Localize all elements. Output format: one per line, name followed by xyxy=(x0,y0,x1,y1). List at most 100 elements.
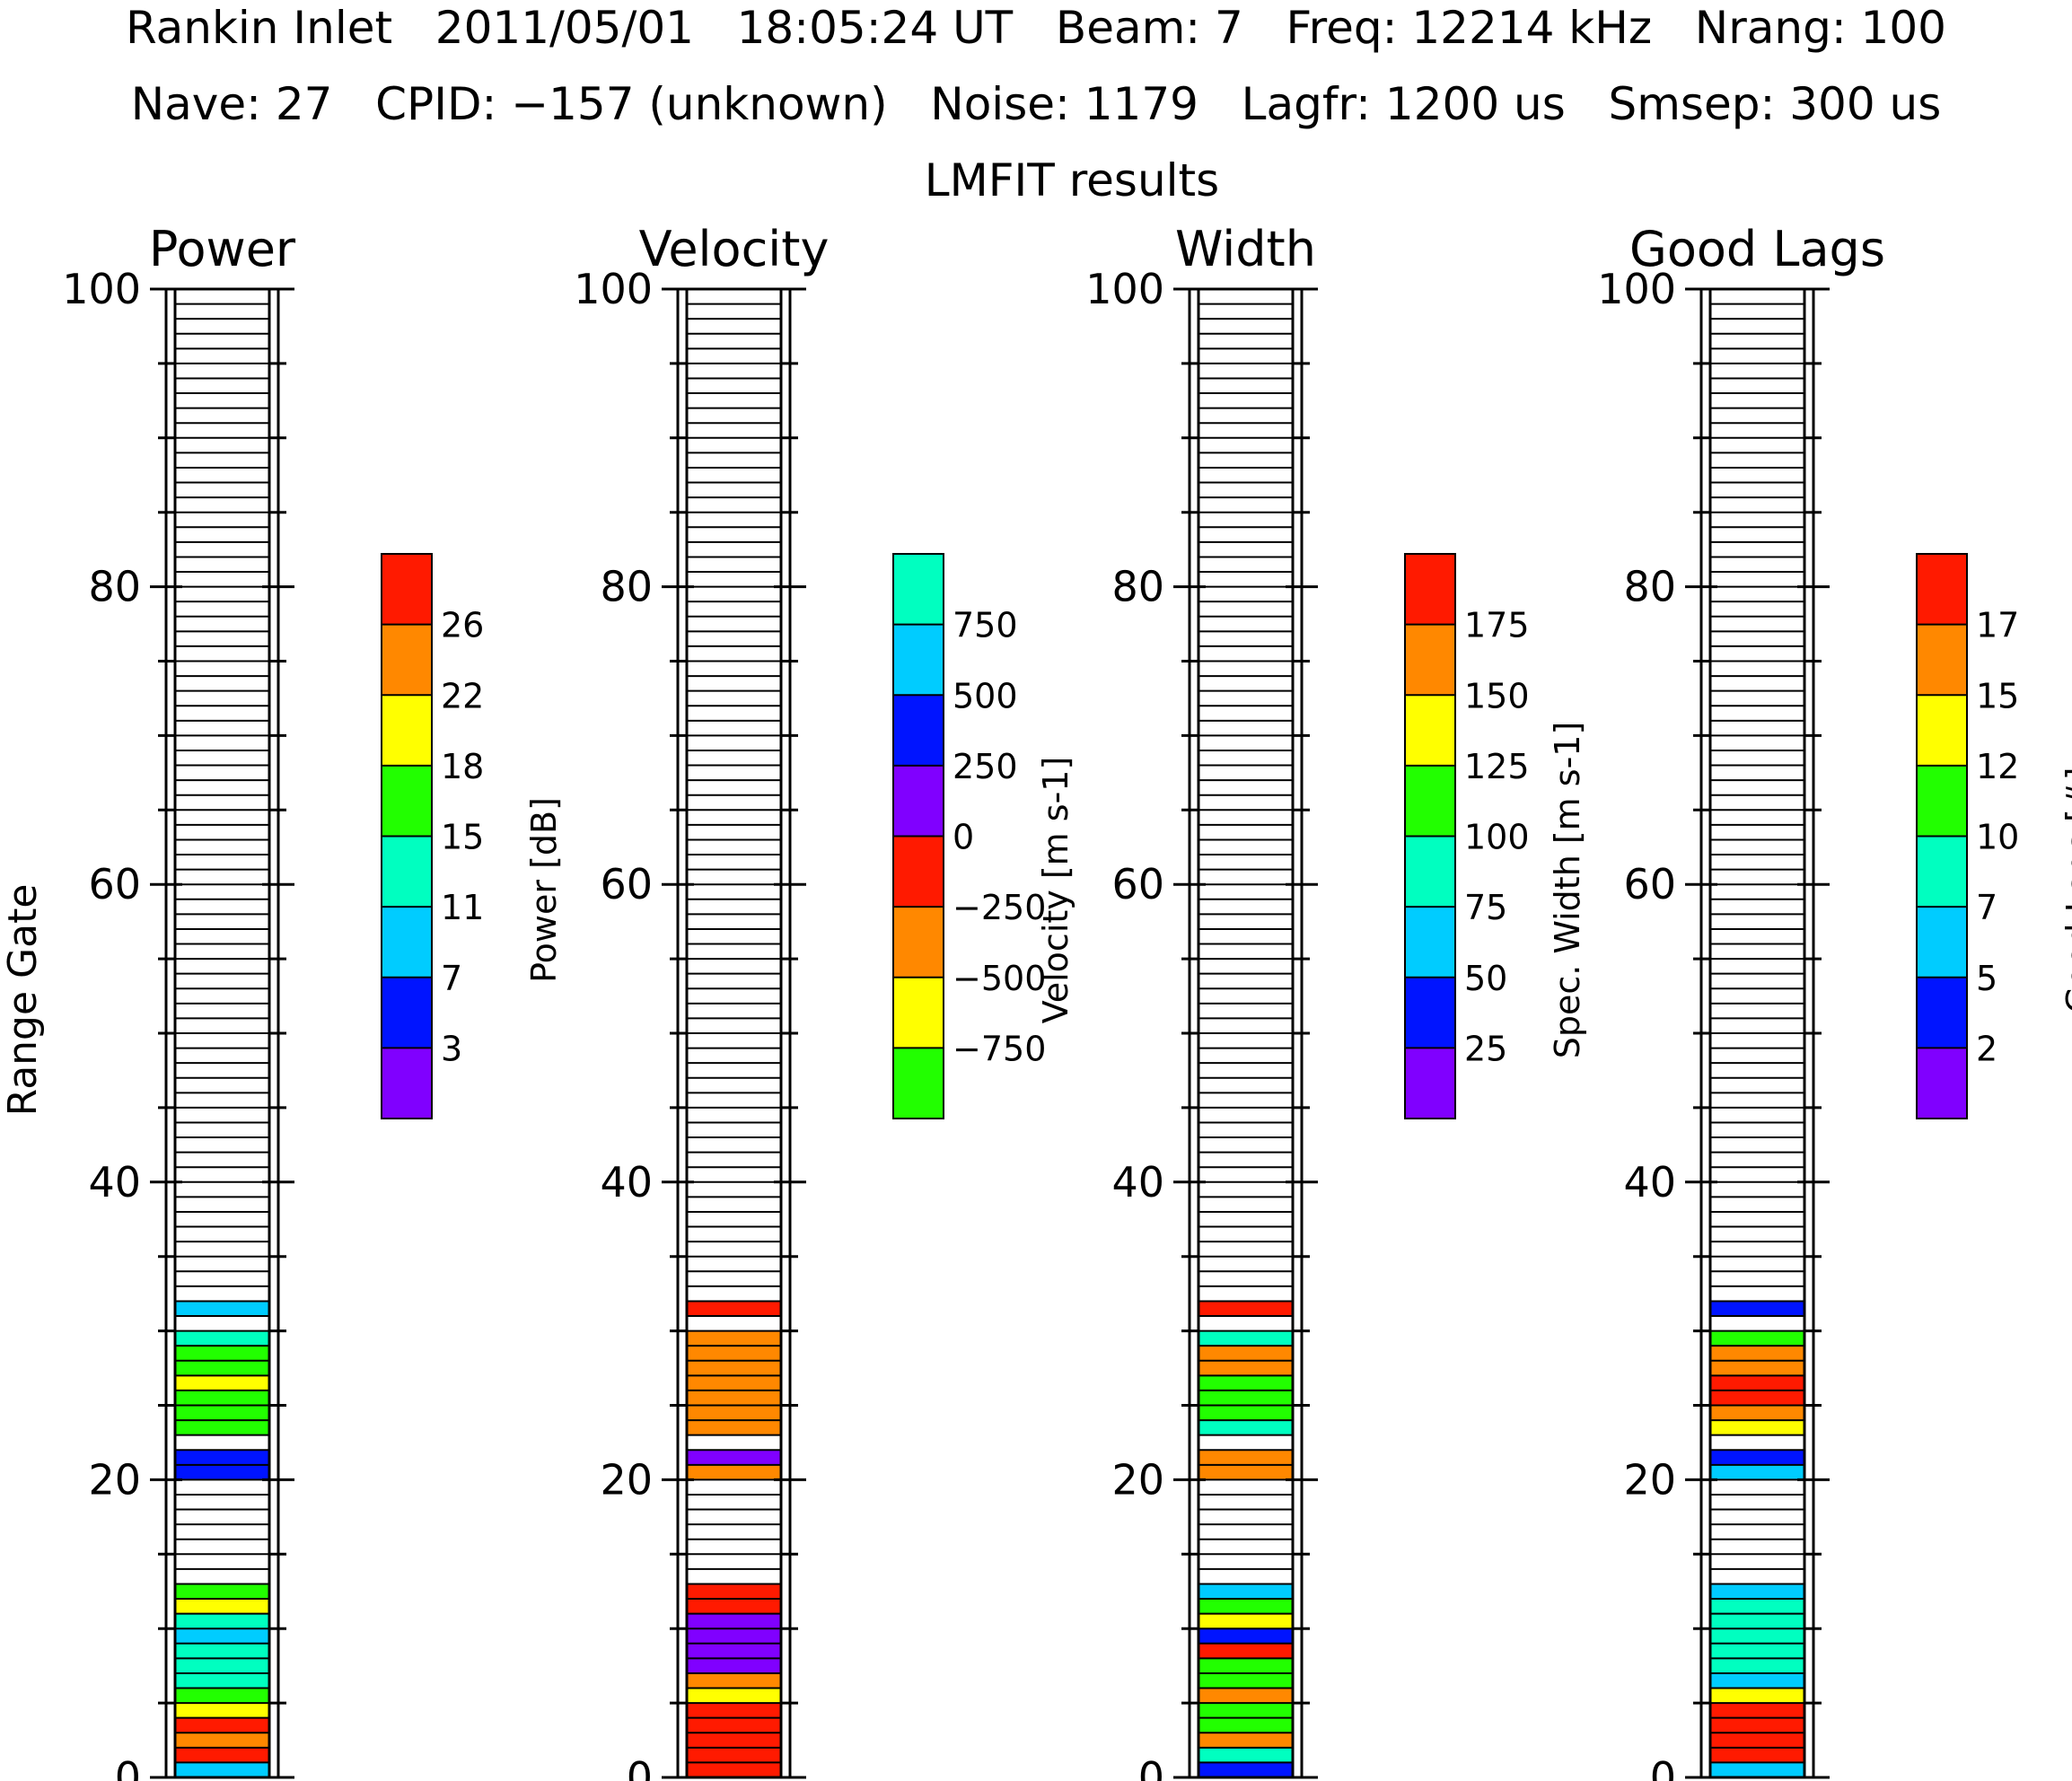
gate-separators xyxy=(687,288,781,1778)
gate-cell xyxy=(1710,1688,1804,1704)
panel-title: Power xyxy=(149,221,296,277)
gate-cell xyxy=(1710,1733,1804,1748)
colorbar-swatch xyxy=(382,907,432,978)
colorbar-swatch xyxy=(893,836,944,908)
colorbar-tick-label: 25 xyxy=(1464,1029,1507,1068)
colorbar-swatch xyxy=(893,624,944,696)
y-axis-label: Range Gate xyxy=(0,884,46,1117)
colorbar-swatch xyxy=(893,907,944,978)
range-bar-outline xyxy=(173,287,271,1779)
panel-power: Power 0 20 40 60 80 100 3 7 11 15 18 22 26 Power [dB] xyxy=(62,221,564,1781)
gate-cell xyxy=(175,1390,269,1406)
gate-cell xyxy=(175,1762,269,1777)
gate-cell xyxy=(687,1450,781,1465)
y-tick-label: 80 xyxy=(88,563,141,611)
colorbar-swatch xyxy=(1405,907,1455,978)
y-ticks xyxy=(1685,287,1830,1779)
gate-cell xyxy=(175,1703,269,1718)
colorbar-swatch xyxy=(893,765,944,837)
colorbar-swatch xyxy=(382,1048,432,1119)
gate-cell xyxy=(1710,1599,1804,1614)
colorbar-outline xyxy=(1404,553,1456,1119)
colorbar-label: Power [dB] xyxy=(524,797,564,983)
gate-cell xyxy=(1198,1346,1293,1361)
gate-cell xyxy=(1710,1464,1804,1480)
colorbar-tick-label: 150 xyxy=(1464,676,1530,715)
colorbar-swatch xyxy=(1917,1048,1967,1119)
y-tick-label: 0 xyxy=(1138,1753,1164,1781)
y-tick-label: 0 xyxy=(1650,1753,1676,1781)
gate-cell xyxy=(687,1672,781,1689)
gate-cell xyxy=(175,1733,269,1748)
gate-cell xyxy=(1710,1330,1804,1347)
gate-cell xyxy=(175,1346,269,1361)
colorbar-swatch xyxy=(1917,907,1967,978)
colorbar-swatch xyxy=(1917,836,1967,908)
gate-cell xyxy=(687,1747,781,1763)
colorbar-swatch xyxy=(382,624,432,696)
header-line-2: Nave: 27 CPID: −157 (unknown) Noise: 117… xyxy=(131,78,1942,130)
gate-cell xyxy=(1198,1717,1293,1733)
gate-cell xyxy=(687,1464,781,1480)
colorbar-swatch xyxy=(1405,695,1455,766)
colorbar-tick-label: 7 xyxy=(1976,888,1997,927)
colorbar-tick-label: 11 xyxy=(441,888,484,927)
gate-cell xyxy=(1198,1330,1293,1347)
gate-cell xyxy=(1710,1643,1804,1659)
gate-cell xyxy=(1710,1405,1804,1421)
y-ticks xyxy=(662,287,806,1779)
colorbar-tick-label: 50 xyxy=(1464,959,1507,998)
gate-cell xyxy=(175,1688,269,1704)
colorbar-tick-label: 0 xyxy=(953,818,974,857)
gate-cell xyxy=(1198,1688,1293,1704)
gate-cell xyxy=(1710,1420,1804,1435)
y-tick-label: 20 xyxy=(88,1455,141,1504)
gate-cell xyxy=(1198,1584,1293,1600)
gate-cell xyxy=(1198,1658,1293,1673)
y-tick-label: 100 xyxy=(1597,265,1676,313)
y-tick-label: 100 xyxy=(1085,265,1164,313)
gate-cell xyxy=(687,1375,781,1391)
gate-cell xyxy=(1198,1301,1293,1317)
colorbar-swatch xyxy=(1405,1048,1455,1119)
gate-cell xyxy=(1198,1360,1293,1376)
colorbar-tick-label: 26 xyxy=(441,606,484,645)
y-tick-label: 80 xyxy=(1623,563,1676,611)
colorbar-swatch xyxy=(382,836,432,908)
colorbar-swatch xyxy=(1917,977,1967,1048)
gate-cell xyxy=(1710,1375,1804,1391)
header-line-1: Rankin Inlet 2011/05/01 18:05:24 UT Beam… xyxy=(126,2,1946,54)
gate-cell xyxy=(1198,1405,1293,1421)
y-tick-label: 60 xyxy=(600,860,653,908)
gate-cell xyxy=(1198,1733,1293,1748)
gate-cell xyxy=(687,1703,781,1718)
colorbar-outline xyxy=(1916,553,1968,1119)
colorbar-tick-label: 5 xyxy=(1976,959,1997,998)
gate-cell xyxy=(687,1717,781,1733)
gate-cell xyxy=(687,1301,781,1317)
colorbar-tick-label: 250 xyxy=(953,747,1018,786)
colorbar-outline xyxy=(381,553,433,1119)
gate-separators xyxy=(175,288,269,1778)
gate-cell xyxy=(1710,1613,1804,1629)
gate-cell xyxy=(175,1420,269,1435)
colorbar-label: Good Lags [#] xyxy=(2059,767,2072,1013)
gate-cell xyxy=(687,1346,781,1361)
header: Rankin Inlet 2011/05/01 18:05:24 UT Beam… xyxy=(126,2,1946,206)
gate-cell xyxy=(1198,1613,1293,1629)
gate-cell xyxy=(687,1688,781,1704)
gate-cell xyxy=(687,1390,781,1406)
gate-cell xyxy=(687,1599,781,1614)
y-tick-label: 0 xyxy=(115,1753,141,1781)
y-tick-label: 20 xyxy=(600,1455,653,1504)
panel-title: Velocity xyxy=(639,221,830,277)
gate-cell xyxy=(175,1599,269,1614)
colorbar-swatch xyxy=(1405,765,1455,837)
colorbar-tick-label: 175 xyxy=(1464,606,1530,645)
colorbar-swatch xyxy=(382,765,432,837)
gate-cell xyxy=(1198,1643,1293,1659)
gate-cell xyxy=(1710,1628,1804,1644)
colorbar-dividers xyxy=(1405,623,1455,1049)
